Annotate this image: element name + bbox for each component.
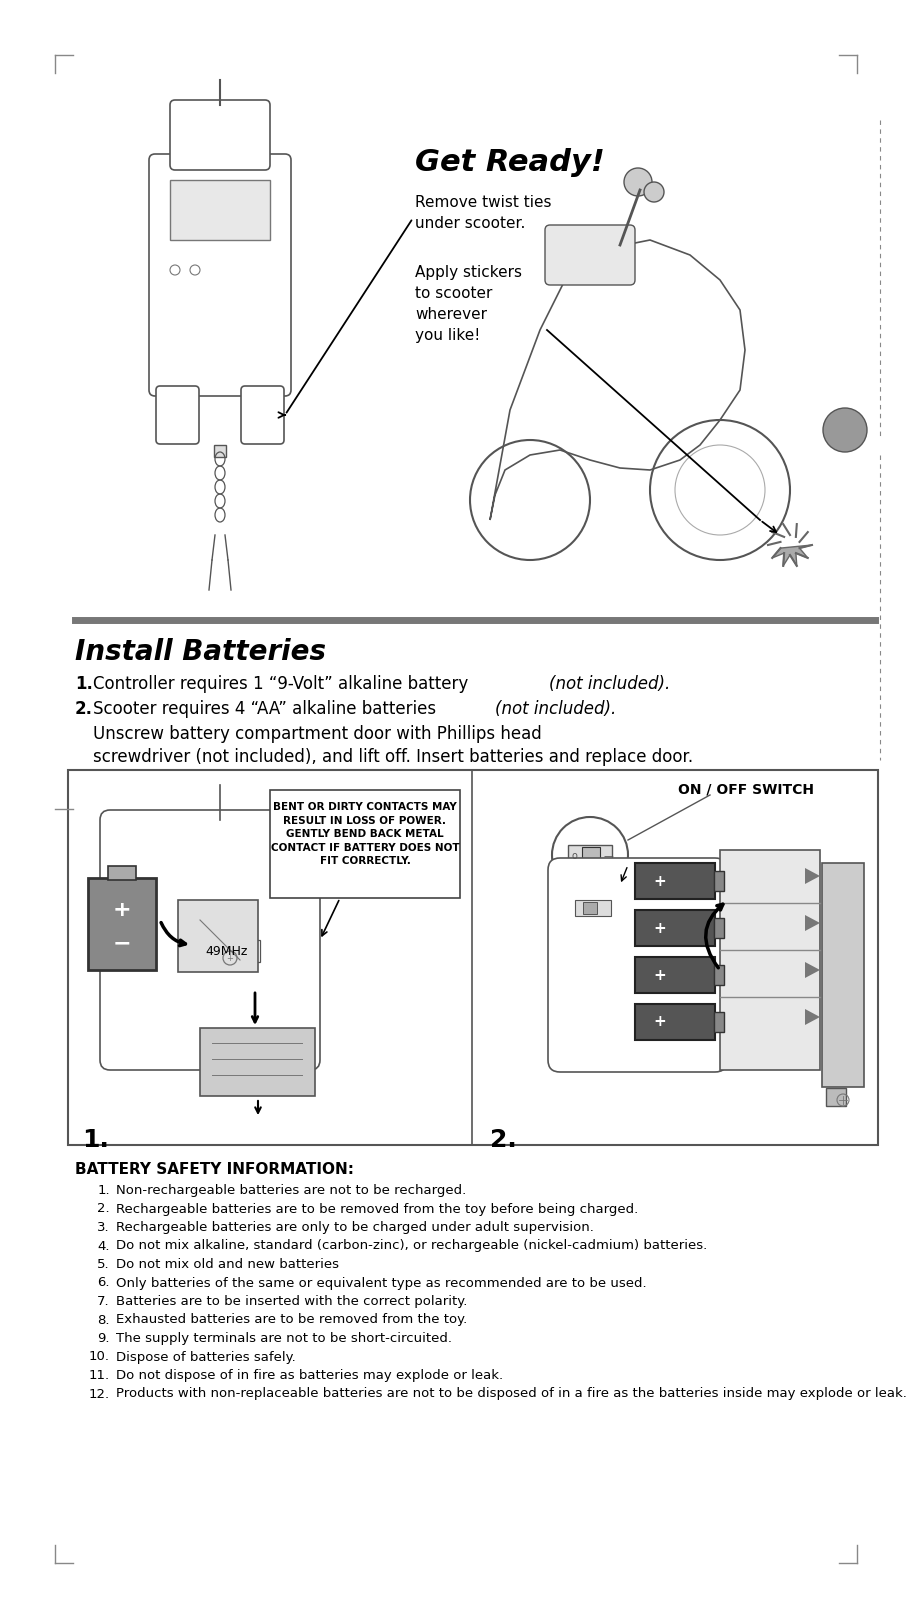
Text: The supply terminals are not to be short-circuited.: The supply terminals are not to be short… — [116, 1332, 452, 1345]
Bar — [713, 870, 723, 892]
Bar — [634, 1005, 714, 1040]
Text: 12.: 12. — [88, 1388, 110, 1401]
Text: Do not mix old and new batteries: Do not mix old and new batteries — [116, 1259, 339, 1272]
Bar — [107, 866, 136, 880]
Text: Remove twist ties
under scooter.: Remove twist ties under scooter. — [415, 196, 551, 231]
Bar — [178, 900, 258, 972]
Text: Controller requires 1 “9-Volt” alkaline battery: Controller requires 1 “9-Volt” alkaline … — [93, 675, 473, 693]
Text: +: + — [653, 874, 666, 888]
Bar — [634, 862, 714, 900]
Bar — [719, 849, 819, 1069]
Circle shape — [623, 168, 651, 196]
Text: 11.: 11. — [88, 1369, 110, 1382]
Text: 10.: 10. — [89, 1351, 110, 1364]
Bar — [574, 900, 610, 916]
Text: Scooter requires 4 “AA” alkaline batteries: Scooter requires 4 “AA” alkaline batteri… — [93, 701, 441, 718]
Text: 9.: 9. — [97, 1332, 110, 1345]
Text: Dispose of batteries safely.: Dispose of batteries safely. — [116, 1351, 295, 1364]
Text: +: + — [113, 900, 131, 921]
Text: −: − — [113, 934, 131, 953]
Bar — [169, 180, 270, 239]
Text: 1.: 1. — [75, 675, 93, 693]
Bar — [270, 790, 459, 898]
Text: 2.: 2. — [75, 701, 93, 718]
Bar — [68, 770, 877, 1146]
Text: 2.: 2. — [97, 1202, 110, 1215]
Polygon shape — [804, 867, 819, 883]
Text: BENT OR DIRTY CONTACTS MAY
RESULT IN LOSS OF POWER.
GENTLY BEND BACK METAL
CONTA: BENT OR DIRTY CONTACTS MAY RESULT IN LOS… — [271, 803, 459, 866]
Bar — [825, 1087, 845, 1107]
Bar — [713, 917, 723, 938]
Text: ON / OFF SWITCH: ON / OFF SWITCH — [677, 781, 814, 796]
Text: 49MHz: 49MHz — [206, 945, 248, 958]
FancyBboxPatch shape — [148, 154, 291, 396]
Text: +: + — [653, 968, 666, 982]
Polygon shape — [489, 239, 744, 519]
Text: 4.: 4. — [97, 1239, 110, 1252]
FancyBboxPatch shape — [100, 811, 320, 1069]
Text: Rechargeable batteries are only to be charged under adult supervision.: Rechargeable batteries are only to be ch… — [116, 1222, 593, 1235]
Text: screwdriver (not included), and lift off. Insert batteries and replace door.: screwdriver (not included), and lift off… — [93, 748, 692, 765]
Polygon shape — [804, 963, 819, 977]
Text: Only batteries of the same or equivalent type as recommended are to be used.: Only batteries of the same or equivalent… — [116, 1277, 646, 1290]
Text: Exhausted batteries are to be removed from the toy.: Exhausted batteries are to be removed fr… — [116, 1314, 466, 1327]
Text: (not included).: (not included). — [495, 701, 616, 718]
Text: 8.: 8. — [97, 1314, 110, 1327]
Bar — [634, 909, 714, 947]
Text: Do not dispose of in fire as batteries may explode or leak.: Do not dispose of in fire as batteries m… — [116, 1369, 503, 1382]
Text: Get Ready!: Get Ready! — [415, 147, 604, 176]
Text: o: o — [570, 851, 577, 861]
FancyBboxPatch shape — [241, 387, 283, 443]
Bar — [821, 862, 863, 1087]
Bar — [713, 1011, 723, 1032]
Text: Products with non-replaceable batteries are not to be disposed of in a fire as t: Products with non-replaceable batteries … — [116, 1388, 906, 1401]
Circle shape — [822, 408, 866, 451]
FancyBboxPatch shape — [156, 387, 199, 443]
Text: +: + — [653, 921, 666, 935]
Bar — [568, 845, 611, 866]
Text: Do not mix alkaline, standard (carbon-zinc), or rechargeable (nickel-cadmium) ba: Do not mix alkaline, standard (carbon-zi… — [116, 1239, 706, 1252]
Bar — [195, 940, 260, 963]
FancyBboxPatch shape — [169, 100, 270, 170]
FancyBboxPatch shape — [545, 225, 634, 285]
Text: Batteries are to be inserted with the correct polarity.: Batteries are to be inserted with the co… — [116, 1294, 466, 1307]
Bar — [582, 901, 597, 914]
Bar — [581, 846, 599, 862]
Text: (not included).: (not included). — [548, 675, 670, 693]
Bar — [200, 1027, 314, 1095]
Text: Install Batteries: Install Batteries — [75, 637, 325, 667]
Polygon shape — [772, 545, 811, 566]
Text: Unscrew battery compartment door with Phillips head: Unscrew battery compartment door with Ph… — [93, 725, 541, 743]
Text: Non-rechargeable batteries are not to be recharged.: Non-rechargeable batteries are not to be… — [116, 1184, 466, 1197]
Bar — [634, 956, 714, 993]
Bar — [87, 879, 156, 971]
FancyBboxPatch shape — [548, 858, 726, 1073]
Text: 6.: 6. — [97, 1277, 110, 1290]
Text: 5.: 5. — [97, 1259, 110, 1272]
Text: +: + — [653, 1014, 666, 1029]
Circle shape — [643, 181, 663, 202]
Text: 1.: 1. — [97, 1184, 110, 1197]
Text: 1.: 1. — [82, 1128, 108, 1152]
Text: BATTERY SAFETY INFORMATION:: BATTERY SAFETY INFORMATION: — [75, 1162, 353, 1176]
Text: —: — — [602, 851, 612, 861]
Text: Apply stickers
to scooter
wherever
you like!: Apply stickers to scooter wherever you l… — [415, 265, 521, 343]
Text: 7.: 7. — [97, 1294, 110, 1307]
Polygon shape — [804, 1010, 819, 1024]
Text: 3.: 3. — [97, 1222, 110, 1235]
Text: Rechargeable batteries are to be removed from the toy before being charged.: Rechargeable batteries are to be removed… — [116, 1202, 638, 1215]
Text: 2.: 2. — [489, 1128, 517, 1152]
Polygon shape — [804, 916, 819, 930]
Bar — [214, 445, 226, 456]
Text: +: + — [226, 953, 233, 963]
Bar — [713, 964, 723, 985]
